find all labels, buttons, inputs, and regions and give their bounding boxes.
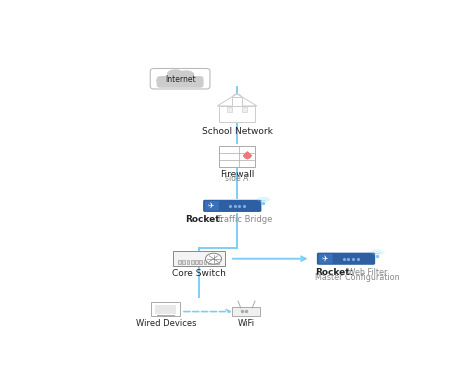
Bar bbox=[182, 260, 185, 264]
Text: Traffic Bridge: Traffic Bridge bbox=[214, 216, 273, 224]
FancyBboxPatch shape bbox=[219, 146, 255, 167]
Ellipse shape bbox=[167, 72, 193, 82]
FancyBboxPatch shape bbox=[205, 201, 219, 211]
Bar bbox=[199, 260, 202, 264]
Bar bbox=[216, 260, 219, 264]
Text: School Network: School Network bbox=[201, 127, 273, 137]
FancyBboxPatch shape bbox=[317, 253, 375, 265]
Ellipse shape bbox=[245, 153, 250, 158]
Ellipse shape bbox=[157, 77, 175, 85]
Bar bbox=[186, 260, 189, 264]
Text: Rocket:: Rocket: bbox=[315, 268, 354, 277]
Text: Rocket:: Rocket: bbox=[185, 216, 223, 224]
FancyBboxPatch shape bbox=[157, 77, 203, 87]
FancyBboxPatch shape bbox=[173, 251, 225, 266]
Polygon shape bbox=[217, 94, 257, 106]
Text: Internet: Internet bbox=[165, 75, 195, 84]
Bar bbox=[178, 260, 181, 264]
Bar bbox=[203, 260, 206, 264]
Bar bbox=[191, 260, 193, 264]
Bar bbox=[212, 260, 215, 264]
Bar bbox=[219, 106, 255, 122]
Bar bbox=[195, 260, 198, 264]
Text: Core Switch: Core Switch bbox=[172, 269, 226, 278]
Text: WiFi: WiFi bbox=[238, 319, 255, 328]
Text: ✈: ✈ bbox=[208, 201, 214, 210]
Text: Sample Rocket Hardware Setup Diagram: Sample Rocket Hardware Setup Diagram bbox=[318, 20, 460, 26]
Bar bbox=[155, 306, 176, 314]
Circle shape bbox=[205, 253, 221, 264]
FancyBboxPatch shape bbox=[232, 307, 260, 316]
Text: Firewall: Firewall bbox=[220, 170, 254, 179]
Text: Master Configuration: Master Configuration bbox=[315, 273, 400, 283]
Bar bbox=[242, 107, 247, 112]
FancyBboxPatch shape bbox=[151, 302, 180, 316]
Ellipse shape bbox=[184, 77, 202, 85]
Bar bbox=[227, 107, 232, 112]
Text: Lightspeed Systems: Lightspeed Systems bbox=[45, 16, 203, 30]
FancyBboxPatch shape bbox=[319, 254, 333, 264]
FancyBboxPatch shape bbox=[203, 200, 262, 212]
Text: Web Filter: Web Filter bbox=[345, 268, 387, 277]
Text: side A: side A bbox=[225, 174, 249, 183]
Polygon shape bbox=[243, 151, 252, 160]
Ellipse shape bbox=[168, 70, 183, 77]
Text: ✈: ✈ bbox=[322, 254, 328, 263]
Ellipse shape bbox=[178, 71, 193, 78]
Bar bbox=[232, 97, 242, 106]
Bar bbox=[208, 260, 210, 264]
Text: Wired Devices: Wired Devices bbox=[136, 319, 196, 328]
